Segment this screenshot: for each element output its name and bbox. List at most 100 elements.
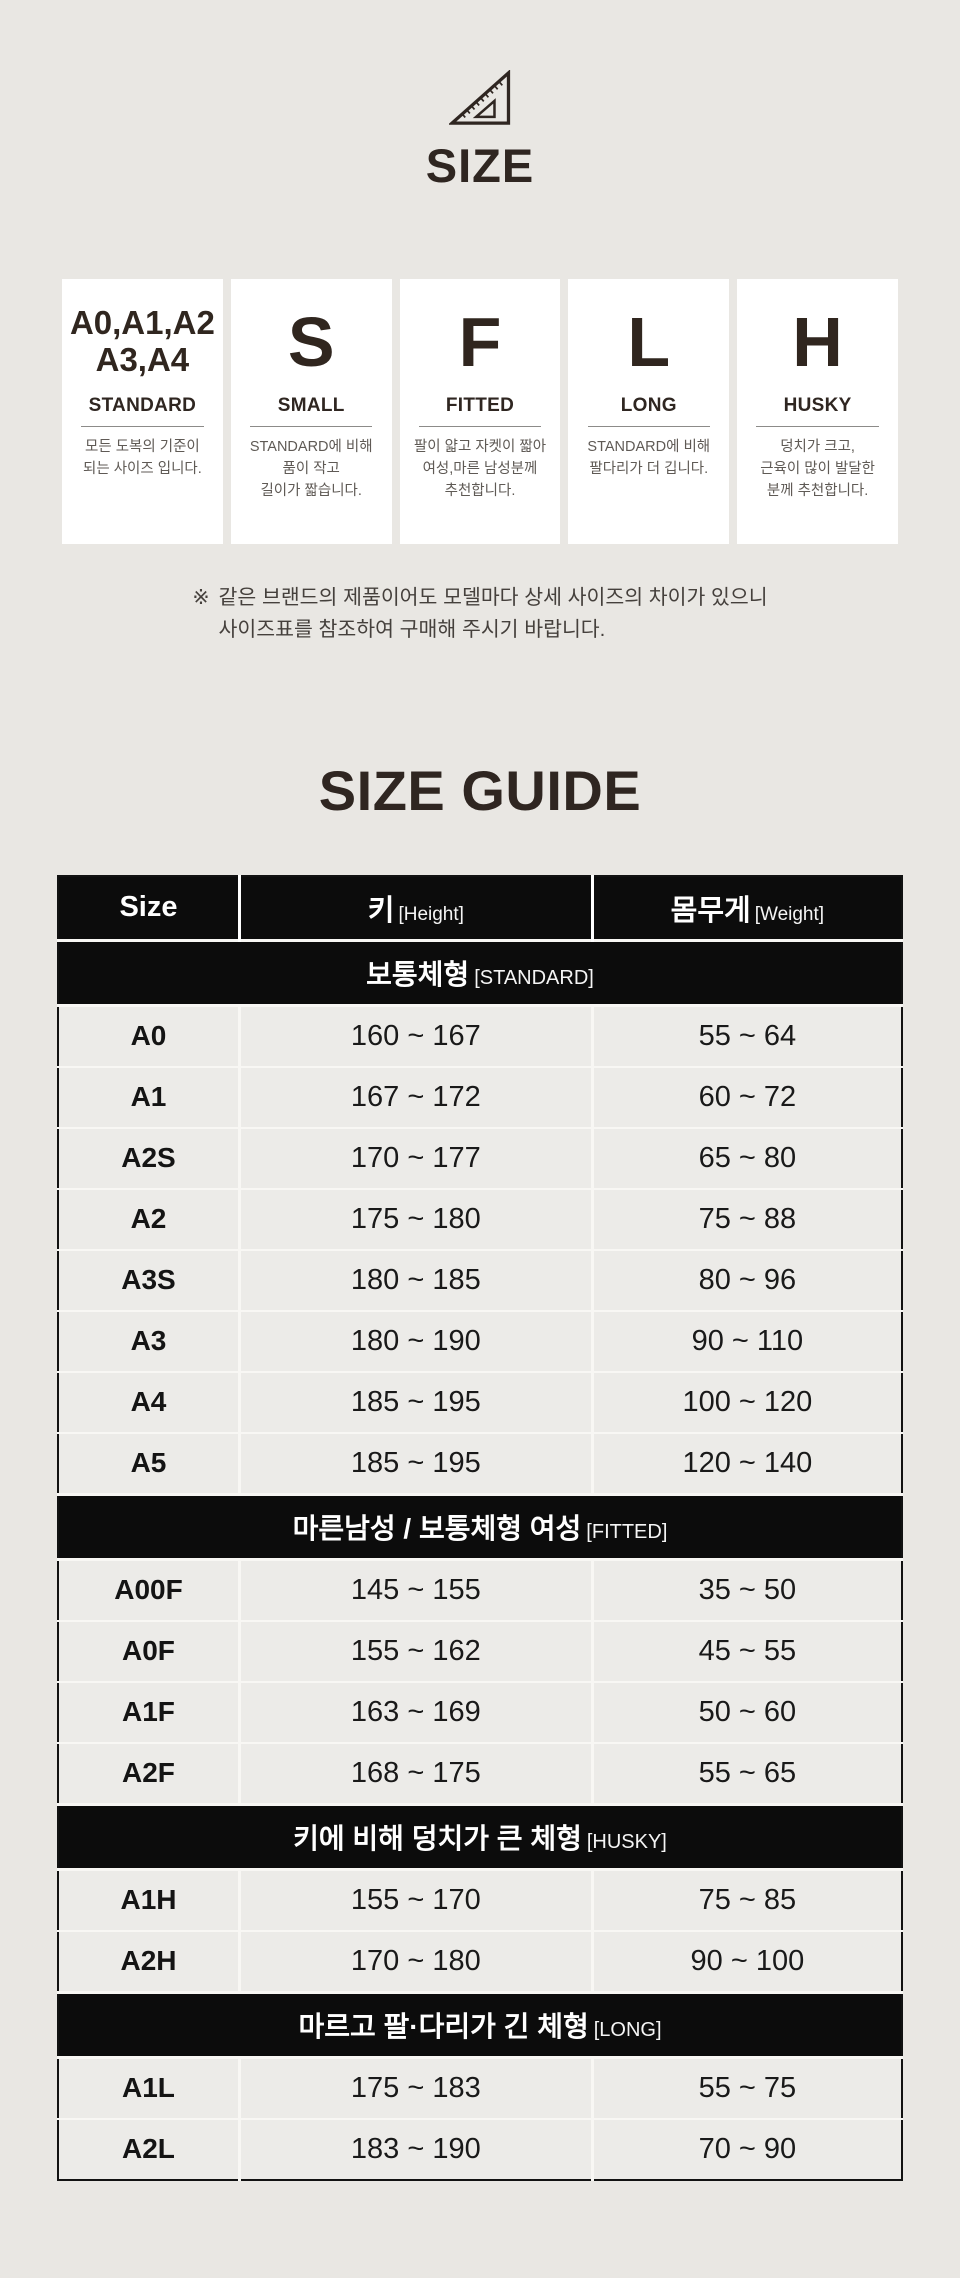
cell-size: A1H <box>58 1868 240 1931</box>
card-divider <box>81 426 204 427</box>
cell-weight: 120 ~ 140 <box>590 1431 902 1495</box>
column-header-weight: 몸무게 [Weight] <box>590 875 902 941</box>
size-notice: ※ 같은 브랜드의 제품이어도 모델마다 상세 사이즈의 차이가 있으니 사이즈… <box>0 582 960 646</box>
cell-size: A00F <box>58 1558 240 1621</box>
section-tag: [LONG] <box>593 2018 662 2041</box>
size-type-cards: A0,A1,A2 A3,A4 STANDARD 모든 도복의 기준이 되는 사이… <box>0 279 960 544</box>
size-table-row: A2L 183 ~ 190 70 ~ 90 <box>58 2117 902 2180</box>
cell-height: 160 ~ 167 <box>237 1004 593 1067</box>
cell-size: A5 <box>58 1431 240 1495</box>
cell-size: A2F <box>58 1741 240 1805</box>
card-divider <box>418 426 542 427</box>
size-type-code: A0,A1,A2 A3,A4 <box>69 304 215 378</box>
section-band-row: 보통체형 [STANDARD] <box>58 938 902 1007</box>
size-type-desc: 팔이 얇고 자켓이 짧아 여성,마른 남성분께 추천합니다. <box>413 439 547 499</box>
column-label: Size <box>119 891 178 924</box>
cell-height: 163 ~ 169 <box>237 1680 593 1743</box>
cell-weight: 70 ~ 90 <box>590 2117 902 2180</box>
size-section-title: SIZE <box>425 139 535 192</box>
size-type-code: L <box>627 303 671 381</box>
cell-weight: 55 ~ 64 <box>590 1004 902 1067</box>
section-band: 마르고 팔·다리가 긴 체형 [LONG] <box>58 1990 902 2059</box>
cell-size: A2L <box>58 2117 240 2180</box>
cell-weight: 100 ~ 120 <box>590 1370 902 1433</box>
cell-height: 185 ~ 195 <box>237 1431 593 1495</box>
size-table-row: A2S 170 ~ 177 65 ~ 80 <box>58 1126 902 1189</box>
cell-size: A0F <box>58 1619 240 1682</box>
cell-weight: 80 ~ 96 <box>590 1248 902 1311</box>
cell-height: 175 ~ 180 <box>237 1187 593 1250</box>
cell-height: 175 ~ 183 <box>237 2056 593 2119</box>
size-header: SIZE <box>0 0 960 193</box>
section-title: 보통체형 <box>366 958 470 990</box>
triangle-ruler-icon <box>449 70 511 125</box>
section-band-row: 마른남성 / 보통체형 여성 [FITTED] <box>58 1492 902 1561</box>
section-title: 마르고 팔·다리가 긴 체형 <box>298 2010 589 2042</box>
cell-weight: 55 ~ 75 <box>590 2056 902 2119</box>
card-divider <box>250 426 373 427</box>
cell-size: A2 <box>58 1187 240 1250</box>
size-table-row: A0F 155 ~ 162 45 ~ 55 <box>58 1619 902 1682</box>
size-type-card: A0,A1,A2 A3,A4 STANDARD 모든 도복의 기준이 되는 사이… <box>62 279 223 544</box>
cell-height: 145 ~ 155 <box>237 1558 593 1621</box>
cell-height: 170 ~ 177 <box>237 1126 593 1189</box>
size-notice-text: 같은 브랜드의 제품이어도 모델마다 상세 사이즈의 차이가 있으니 사이즈표를… <box>218 586 768 641</box>
size-type-name: HUSKY <box>783 395 852 416</box>
size-type-desc: 모든 도복의 기준이 되는 사이즈 입니다. <box>82 439 202 477</box>
cell-height: 168 ~ 175 <box>237 1741 593 1805</box>
column-label: 몸무게 <box>670 894 751 927</box>
size-table-row: A3 180 ~ 190 90 ~ 110 <box>58 1309 902 1372</box>
size-type-card: S SMALL STANDARD에 비해 품이 작고 길이가 짧습니다. <box>230 279 392 544</box>
section-title: 마른남성 / 보통체형 여성 <box>292 1512 582 1544</box>
size-type-desc: 덩치가 크고, 근육이 많이 발달한 분께 추천합니다. <box>760 439 875 499</box>
size-type-name: STANDARD <box>88 395 197 416</box>
cell-weight: 75 ~ 85 <box>590 1868 902 1931</box>
cell-height: 180 ~ 190 <box>237 1309 593 1372</box>
size-type-name: LONG <box>620 395 677 416</box>
size-type-code: H <box>792 303 843 381</box>
section-tag: [HUSKY] <box>586 1830 667 1853</box>
column-header-size: Size <box>58 875 240 941</box>
size-table-row: A2H 170 ~ 180 90 ~ 100 <box>58 1929 902 1993</box>
column-header-height: 키 [Height] <box>237 875 593 941</box>
card-divider <box>756 426 879 427</box>
size-table-row: A1 167 ~ 172 60 ~ 72 <box>58 1065 902 1128</box>
cell-weight: 90 ~ 110 <box>590 1309 902 1372</box>
cell-weight: 65 ~ 80 <box>590 1126 902 1189</box>
cell-height: 185 ~ 195 <box>237 1370 593 1433</box>
cell-weight: 45 ~ 55 <box>590 1619 902 1682</box>
cell-size: A4 <box>58 1370 240 1433</box>
cell-weight: 55 ~ 65 <box>590 1741 902 1805</box>
size-table-row: A0 160 ~ 167 55 ~ 64 <box>58 1004 902 1067</box>
size-table-row: A2F 168 ~ 175 55 ~ 65 <box>58 1741 902 1805</box>
column-label: 키 <box>367 894 395 927</box>
cell-weight: 60 ~ 72 <box>590 1065 902 1128</box>
cell-size: A1 <box>58 1065 240 1128</box>
size-table-row: A1H 155 ~ 170 75 ~ 85 <box>58 1868 902 1931</box>
size-table-row: A00F 145 ~ 155 35 ~ 50 <box>58 1558 902 1621</box>
section-title: 키에 비해 덩치가 큰 체형 <box>293 1822 582 1854</box>
section-band: 키에 비해 덩치가 큰 체형 [HUSKY] <box>58 1802 902 1871</box>
section-tag: [FITTED] <box>586 1520 668 1543</box>
size-table-header-row: Size 키 [Height] 몸무게 [Weight] <box>58 875 902 941</box>
section-band: 마른남성 / 보통체형 여성 [FITTED] <box>58 1492 902 1561</box>
size-type-code: S <box>287 303 335 381</box>
size-table-body: 보통체형 [STANDARD] A0 160 ~ 167 55 ~ 64 A1 1… <box>58 938 902 2180</box>
size-type-desc: STANDARD에 비해 품이 작고 길이가 짧습니다. <box>249 439 373 499</box>
cell-height: 180 ~ 185 <box>237 1248 593 1311</box>
cell-weight: 50 ~ 60 <box>590 1680 902 1743</box>
size-type-name: FITTED <box>445 395 515 416</box>
column-sublabel: [Height] <box>398 903 464 925</box>
size-type-code: F <box>458 303 502 381</box>
cell-size: A2H <box>58 1929 240 1993</box>
section-tag: [STANDARD] <box>474 966 594 989</box>
size-table-row: A1L 175 ~ 183 55 ~ 75 <box>58 2056 902 2119</box>
cell-height: 155 ~ 162 <box>237 1619 593 1682</box>
size-table-row: A1F 163 ~ 169 50 ~ 60 <box>58 1680 902 1743</box>
size-guide-table: Size 키 [Height] 몸무게 [Weight] 보통체형 [STANDARD… <box>57 874 903 2181</box>
cell-size: A1L <box>58 2056 240 2119</box>
reference-mark: ※ <box>192 586 210 609</box>
cell-weight: 90 ~ 100 <box>590 1929 902 1993</box>
cell-size: A2S <box>58 1126 240 1189</box>
